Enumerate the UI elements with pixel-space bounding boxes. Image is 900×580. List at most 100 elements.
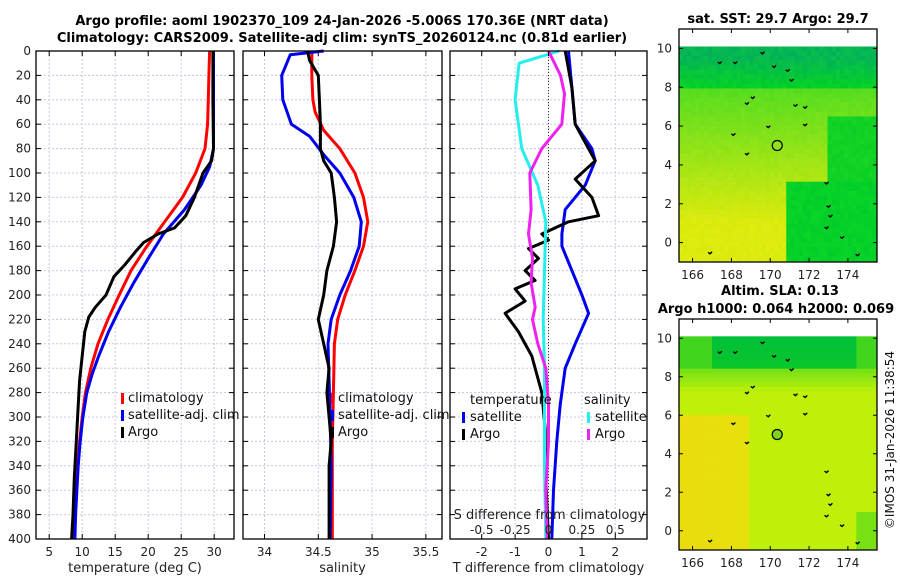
map-cell — [848, 177, 853, 183]
map-cell — [852, 498, 857, 504]
map-cell — [811, 451, 816, 457]
map-cell — [732, 200, 738, 206]
map-cell — [679, 424, 684, 430]
map-cell — [679, 401, 684, 407]
map-cell — [844, 130, 849, 136]
map-cell — [872, 93, 878, 99]
map-cell — [868, 525, 874, 531]
map-cell — [790, 387, 795, 393]
map-cell — [753, 373, 758, 379]
map-cell — [732, 433, 738, 439]
map-cell — [687, 242, 692, 248]
map-cell — [831, 163, 837, 169]
map-cell — [745, 484, 750, 490]
map-cell — [806, 144, 812, 150]
map-cell — [773, 74, 779, 80]
map-cell — [848, 502, 853, 508]
map-cell — [695, 186, 701, 192]
map-cell — [695, 195, 701, 201]
map-cell — [757, 83, 762, 89]
map-cell — [786, 177, 791, 183]
map-cell — [745, 149, 750, 155]
map-cell — [757, 200, 762, 206]
map-cell — [782, 139, 787, 145]
map-cell — [687, 125, 692, 131]
map-cell — [699, 60, 705, 66]
map-cell — [811, 125, 816, 131]
map-cell — [827, 46, 833, 52]
map-cell — [819, 442, 824, 448]
map-cell — [773, 424, 779, 430]
map-cell — [683, 219, 688, 225]
map-cell — [707, 475, 713, 481]
map-cell — [802, 364, 808, 370]
map-cell — [691, 247, 696, 253]
map-cell — [860, 512, 866, 518]
map-cell — [757, 111, 762, 117]
map-cell — [823, 475, 828, 481]
map-cell — [823, 237, 828, 243]
map-cell — [753, 350, 758, 356]
map-cell — [868, 135, 874, 141]
map-cell — [765, 493, 771, 499]
map-cell — [806, 163, 812, 169]
map-cell — [860, 502, 866, 508]
map-cell — [815, 424, 820, 430]
map-cell — [716, 368, 721, 374]
map-cell — [740, 544, 746, 550]
map-cell — [773, 209, 779, 215]
map-cell — [852, 149, 857, 155]
map-cell — [687, 139, 692, 145]
map-cell — [794, 470, 800, 476]
map-cell — [749, 181, 754, 187]
map-cell — [782, 102, 787, 108]
map-cell — [786, 544, 791, 550]
map-cell — [860, 484, 866, 490]
map-cell — [720, 60, 725, 66]
map-cell — [699, 336, 705, 342]
map-cell — [724, 144, 729, 150]
y-tick-label: 180 — [8, 264, 31, 278]
map-cell — [707, 65, 713, 71]
map-cell — [740, 74, 746, 80]
map-cell — [844, 102, 849, 108]
map-cell — [732, 368, 738, 374]
map-cell — [806, 539, 812, 545]
map-cell — [819, 55, 824, 61]
map-cell — [736, 350, 742, 356]
map-cell — [753, 223, 758, 229]
map-cell — [778, 521, 783, 527]
map-cell — [707, 350, 713, 356]
map-cell — [724, 465, 729, 471]
map-cell — [786, 88, 791, 94]
map-cell — [769, 345, 775, 351]
map-cell — [786, 354, 791, 360]
map-cell — [864, 479, 870, 485]
map-cell — [786, 237, 791, 243]
map-cell — [786, 387, 791, 393]
map-cell — [691, 172, 696, 178]
map-cell — [860, 214, 866, 220]
map-cell — [745, 502, 750, 508]
map-cell — [827, 512, 833, 518]
map-cell — [679, 79, 684, 85]
map-cell — [786, 377, 791, 383]
map-cell — [753, 502, 758, 508]
map-cell — [823, 228, 828, 234]
map-cell — [856, 502, 861, 508]
map-cell — [844, 461, 849, 467]
map-cell — [815, 97, 820, 103]
map-cell — [778, 507, 783, 513]
map-cell — [699, 74, 705, 80]
map-cell — [835, 373, 841, 379]
map-cell — [745, 223, 750, 229]
map-cell — [790, 214, 795, 220]
map-cell — [815, 79, 820, 85]
map-cell — [761, 167, 767, 173]
map-cell — [773, 516, 779, 522]
map-cell — [868, 130, 874, 136]
map-cell — [831, 60, 837, 66]
map-cell — [732, 401, 738, 407]
map-cell — [757, 228, 762, 234]
map-cell — [815, 350, 820, 356]
